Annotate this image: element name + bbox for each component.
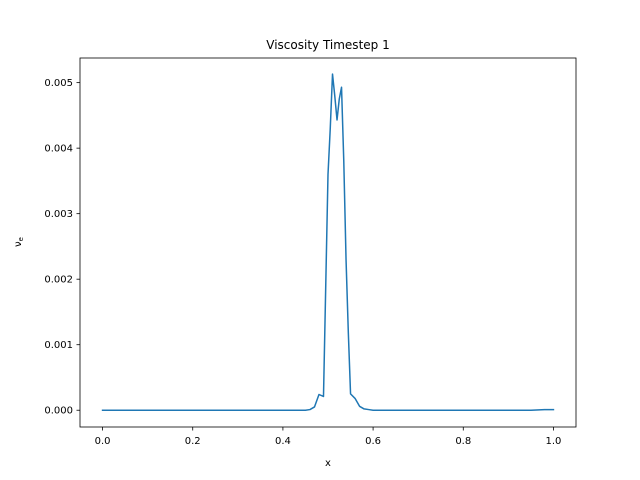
x-tick-label: 0.0 bbox=[95, 436, 111, 447]
y-tick-label: 0.002 bbox=[44, 275, 73, 286]
chart-title: Viscosity Timestep 1 bbox=[266, 38, 389, 52]
y-axis-label: νe bbox=[13, 237, 25, 247]
series-line bbox=[101, 73, 555, 411]
axes-frame bbox=[79, 57, 577, 428]
y-tick-label: 0.000 bbox=[44, 406, 73, 417]
plot-area bbox=[101, 73, 555, 411]
y-axis-ticks: 0.000 0.001 0.002 0.003 0.004 0.005 bbox=[44, 78, 80, 417]
y-tick-label: 0.001 bbox=[44, 340, 73, 351]
x-axis-label: x bbox=[325, 458, 331, 469]
y-tick-label: 0.003 bbox=[44, 209, 73, 220]
y-tick-label: 0.004 bbox=[44, 144, 73, 155]
x-tick-label: 0.8 bbox=[455, 436, 471, 447]
x-tick-label: 0.6 bbox=[365, 436, 381, 447]
y-tick-label: 0.005 bbox=[44, 78, 73, 89]
x-tick-label: 0.4 bbox=[275, 436, 291, 447]
x-tick-label: 1.0 bbox=[546, 436, 562, 447]
y-axis-label-subscript: e bbox=[17, 237, 25, 241]
y-axis-label-base: ν bbox=[13, 241, 24, 247]
x-axis-ticks: 0.0 0.2 0.4 0.6 0.8 1.0 bbox=[95, 427, 562, 447]
x-tick-label: 0.2 bbox=[185, 436, 201, 447]
